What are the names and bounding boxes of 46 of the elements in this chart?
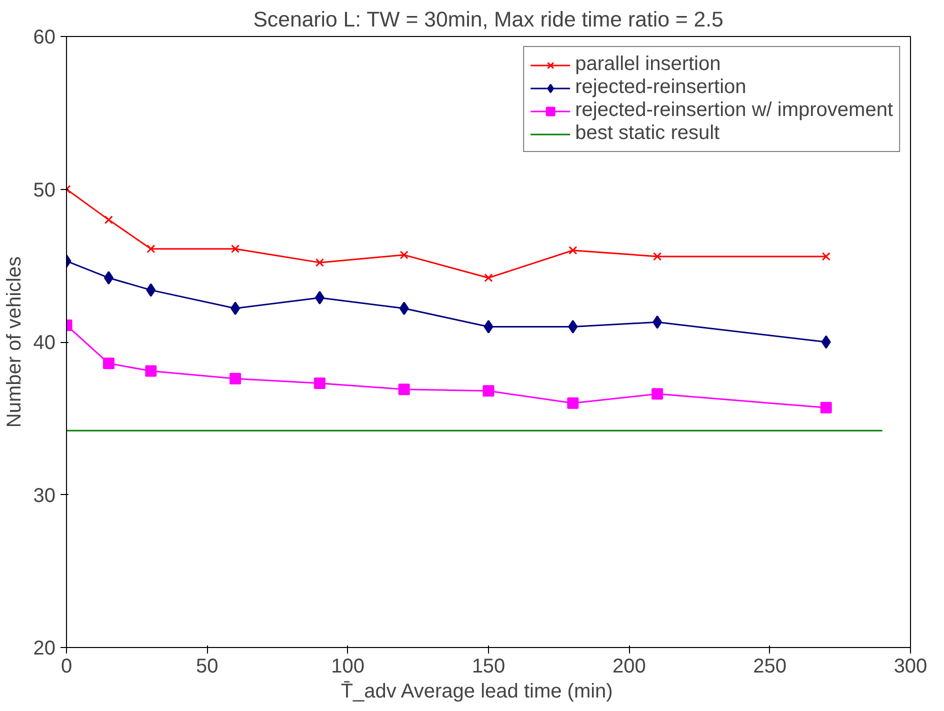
point: [104, 216, 113, 224]
point: [231, 244, 240, 254]
point: [146, 283, 156, 297]
point: [230, 372, 242, 384]
point: [652, 388, 664, 400]
point: [652, 315, 662, 329]
point: [145, 365, 157, 377]
y-axis-title: Number of vehicles: [3, 256, 26, 428]
point: [398, 384, 410, 396]
point: [146, 244, 156, 254]
point: [568, 246, 578, 255]
legend-label: rejected-reinsertion w/ improvement: [575, 99, 893, 122]
point: [230, 302, 240, 316]
point: [484, 320, 494, 334]
point: [314, 377, 326, 389]
y-tick-label: 20: [33, 638, 56, 660]
y-tick-label: 50: [33, 179, 56, 202]
legend-label: best static result: [575, 122, 720, 145]
y-tick-label: 60: [33, 26, 56, 48]
x-tick-label: 250: [753, 656, 787, 678]
legend-label: parallel insertion: [575, 53, 721, 76]
x-axis-title: T̄_adv Average lead time (min): [340, 680, 613, 702]
chart-title: Scenario L: TW = 30min, Max ride time ratio = 2.5: [253, 8, 724, 32]
point: [822, 252, 830, 261]
point: [568, 320, 578, 334]
point: [102, 358, 114, 370]
x-tick-label: 300: [894, 656, 928, 678]
point: [400, 250, 408, 260]
point: [482, 385, 494, 397]
point: [315, 258, 324, 267]
point: [314, 290, 324, 304]
x-tick-label: 0: [60, 656, 72, 678]
point: [821, 335, 831, 349]
x-tick-label: 100: [331, 656, 365, 678]
y-tick-label: 30: [33, 484, 56, 507]
x-tick-label: 200: [612, 656, 646, 678]
x-tick-label: 50: [196, 656, 218, 678]
point: [399, 302, 409, 316]
point: [653, 252, 662, 261]
legend-label: rejected-reinsertion: [575, 76, 746, 99]
point: [104, 271, 114, 285]
point: [820, 402, 832, 414]
x-tick-label: 150: [472, 656, 506, 678]
point: [567, 397, 579, 409]
point: [484, 274, 493, 282]
y-tick-label: 40: [33, 332, 56, 354]
